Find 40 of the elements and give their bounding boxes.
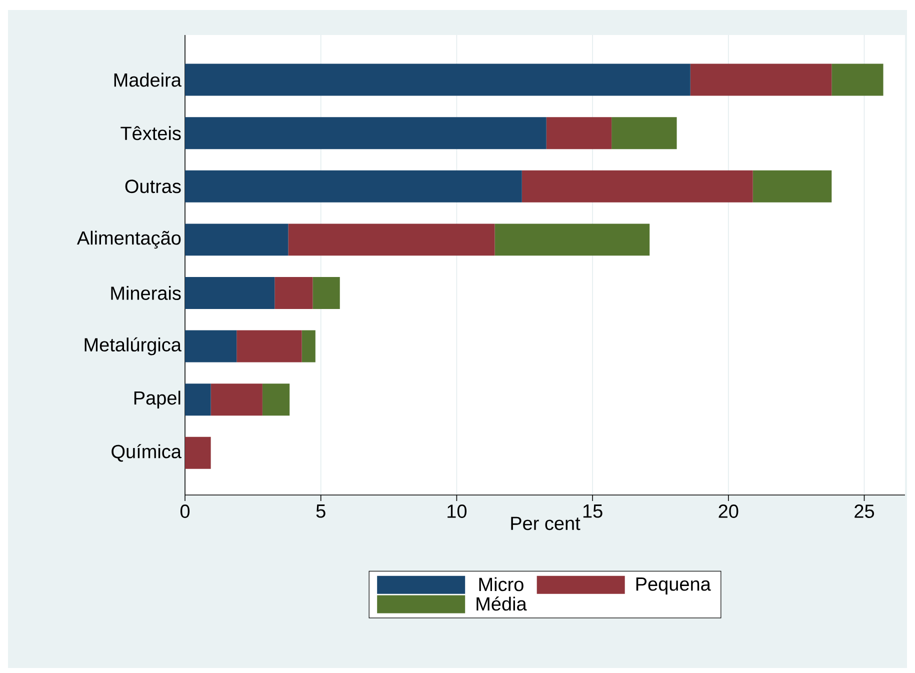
bar — [185, 170, 522, 202]
bar — [494, 224, 650, 256]
bar — [185, 64, 690, 96]
x-axis-title: Per cent — [511, 516, 580, 530]
bar — [274, 277, 313, 309]
x-tick-label: 15 — [583, 504, 602, 518]
legend-label: Pequena — [636, 578, 711, 595]
bar — [302, 330, 316, 362]
bar — [185, 384, 211, 416]
bar — [832, 64, 884, 96]
legend-label: Micro — [479, 577, 524, 592]
bar — [690, 64, 832, 96]
bar — [546, 117, 612, 150]
bar — [185, 330, 237, 362]
bar — [288, 224, 495, 256]
bar — [210, 384, 262, 416]
y-tick-label: Química — [112, 444, 182, 462]
bar — [185, 277, 275, 309]
y-tick-label: Papel — [134, 390, 180, 408]
bar — [752, 170, 832, 202]
bar — [185, 117, 546, 150]
bar — [262, 384, 290, 416]
x-tick-label: 10 — [448, 504, 467, 518]
legend-label: Média — [476, 596, 527, 611]
bar — [522, 170, 753, 202]
bar — [185, 224, 288, 256]
x-tick-label: 25 — [854, 504, 874, 518]
bar — [185, 436, 211, 469]
y-tick-label: Têxteis — [120, 126, 181, 140]
bar — [236, 330, 302, 362]
y-tick-label: Minerais — [111, 286, 181, 300]
bar — [312, 277, 340, 309]
y-tick-label: Alimentação — [76, 230, 181, 249]
y-tick-label: Madeira — [114, 72, 182, 87]
y-tick-label: Outras — [125, 180, 181, 194]
bar — [612, 117, 677, 150]
x-tick-label: 20 — [718, 504, 738, 518]
y-tick-label: Metalúrgica — [84, 337, 182, 356]
x-tick-label: 5 — [316, 504, 326, 518]
x-tick-label: 0 — [180, 504, 190, 518]
